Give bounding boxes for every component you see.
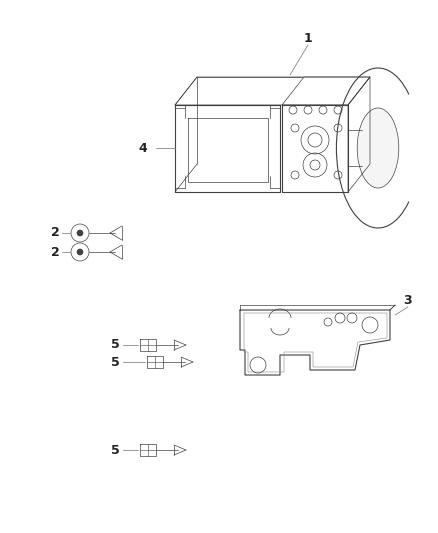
Text: 2: 2 — [51, 246, 60, 259]
Text: 4: 4 — [138, 141, 147, 155]
Circle shape — [77, 230, 83, 236]
Text: 5: 5 — [111, 356, 120, 368]
Circle shape — [77, 249, 83, 255]
Text: 1: 1 — [304, 31, 312, 44]
Text: 3: 3 — [404, 294, 412, 306]
Ellipse shape — [357, 108, 399, 188]
Text: 5: 5 — [111, 338, 120, 351]
Text: 5: 5 — [111, 443, 120, 456]
Text: 2: 2 — [51, 227, 60, 239]
